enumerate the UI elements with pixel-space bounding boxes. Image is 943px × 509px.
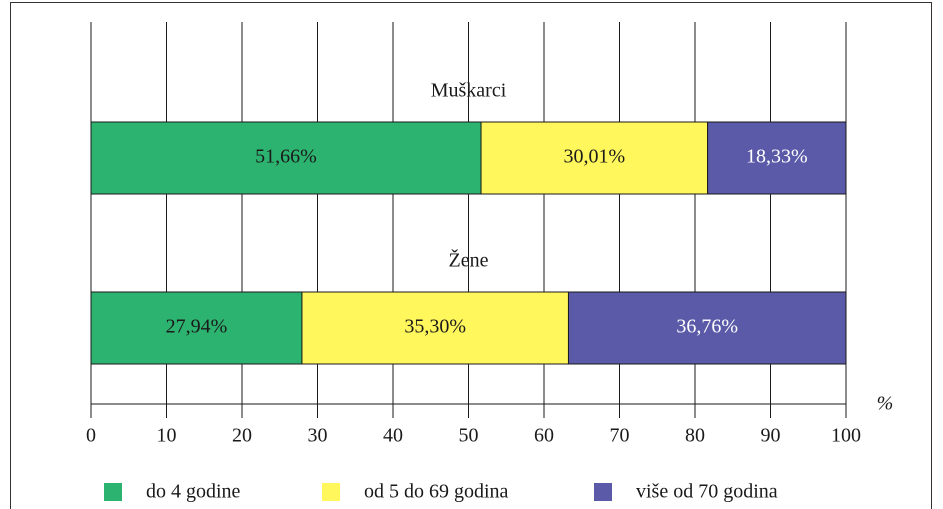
x-tick-label: 70 xyxy=(610,425,630,447)
legend-label: od 5 do 69 godina xyxy=(364,481,509,503)
bar-segment xyxy=(90,121,482,195)
x-tick-label: 100 xyxy=(831,425,861,447)
bar-segment xyxy=(480,121,709,195)
category-label: Žene xyxy=(449,249,489,272)
frame xyxy=(10,2,932,509)
x-tick-label: 0 xyxy=(86,425,96,447)
value-label: 36,76% xyxy=(676,316,738,338)
value-label: 51,66% xyxy=(255,146,317,168)
legend-swatch xyxy=(594,483,612,501)
x-tick-label: 20 xyxy=(232,425,252,447)
value-label: 18,33% xyxy=(746,146,808,168)
x-axis-label: % xyxy=(877,393,894,415)
bar-segment xyxy=(90,291,303,365)
value-label: 27,94% xyxy=(166,316,228,338)
x-tick-label: 30 xyxy=(308,425,328,447)
x-tick-label: 60 xyxy=(534,425,554,447)
bar-segment xyxy=(707,121,847,195)
legend-label: do 4 godine xyxy=(146,481,241,503)
x-tick-label: 40 xyxy=(383,425,403,447)
legend-swatch xyxy=(104,483,122,501)
x-tick-label: 10 xyxy=(157,425,177,447)
legend-swatch xyxy=(322,483,340,501)
x-tick-label: 90 xyxy=(761,425,781,447)
bar-segment xyxy=(567,291,847,365)
x-tick-label: 50 xyxy=(459,425,479,447)
category-label: Muškarci xyxy=(431,80,507,102)
x-tick-label: 80 xyxy=(685,425,705,447)
legend-label: više od 70 godina xyxy=(636,481,778,503)
value-label: 30,01% xyxy=(563,146,625,168)
bar-segment xyxy=(301,291,569,365)
value-label: 35,30% xyxy=(404,316,466,338)
